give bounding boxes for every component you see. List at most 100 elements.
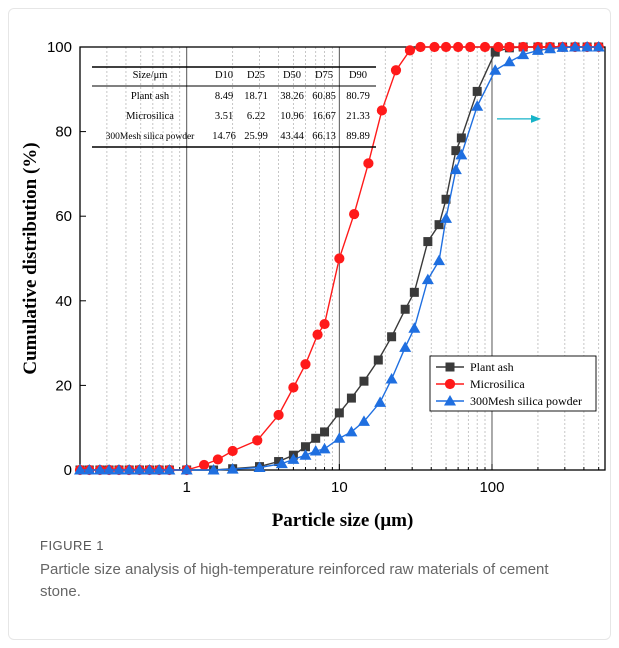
data-point [74,464,86,475]
table-cell: 8.49 [215,91,233,102]
table-cell: 66.13 [312,131,336,142]
legend-item: Microsilica [436,377,525,391]
data-point [374,396,387,407]
table-cell: 38.26 [280,91,304,102]
data-point [518,41,529,53]
data-point [456,133,466,143]
data-point [385,373,398,384]
data-point [503,55,516,67]
legend-label: 300Mesh silica powder [470,394,582,408]
data-point [180,464,193,475]
y-tick-label: 80 [55,124,72,141]
table-cell: 80.79 [346,91,370,102]
table-cell: 6.22 [247,111,265,122]
data-point [334,253,345,264]
figure-card [8,8,611,640]
table-cell: 43.44 [280,131,304,142]
data-point [556,41,569,52]
data-point [319,318,330,330]
data-point [275,457,288,469]
table-cell: 60.85 [312,91,336,102]
table-cell: 16.67 [312,111,336,122]
table-cell: Plant ash [131,91,170,102]
data-point [581,41,594,52]
data-point [434,220,444,230]
chart: 0 20 40 60 80 100 1 10 100 Size/μm D10 D25 D50 D75 D9… [20,39,606,531]
data-point [143,464,156,475]
data-point [226,463,239,474]
data-point [569,41,582,52]
data-point [400,304,410,314]
data-point [544,42,557,54]
table-header-cell: Size/μm [133,70,168,81]
data-point [300,442,310,452]
data-point [449,163,462,175]
table-cell: 21.33 [346,111,370,122]
y-tick-label: 40 [55,293,72,310]
data-point [311,433,321,443]
data-point [472,86,482,96]
legend-item: Plant ash [436,360,514,374]
data-point [163,464,176,475]
data-point [252,435,263,446]
data-point [465,41,476,53]
data-point [493,41,504,53]
data-point [440,41,452,53]
x-tick-label: 10 [331,479,348,496]
data-point [123,464,136,475]
x-tick-label: 100 [479,479,504,496]
data-point [345,425,358,437]
data-point [133,464,146,475]
data-point [479,41,491,53]
data-point [274,457,284,467]
axis-ticks: 0 20 40 60 80 100 1 10 100 [47,39,600,496]
data-point [198,459,210,471]
legend-label: Plant ash [470,360,514,374]
y-tick-label: 0 [64,462,72,479]
data-point [349,208,360,220]
data-point [453,41,464,53]
table-header-cell: D75 [315,70,333,81]
data-point [312,329,323,340]
plot-frame [79,46,606,471]
data-point [309,444,322,456]
figure-label: FIGURE 1 [40,538,104,553]
legend-label: Microsilica [470,377,525,391]
data-point [471,100,484,111]
data-point [333,432,346,443]
data-point [433,254,446,266]
data-point [415,41,426,53]
data-point [441,194,451,204]
data-point [299,449,312,460]
data-point [212,454,223,465]
legend: Plant ash Microsilica 300Mesh silica powde… [429,355,597,412]
data-point [373,355,383,365]
data-point [390,65,402,76]
data-point [429,41,440,53]
data-point [531,44,544,55]
data-point [451,146,461,156]
data-point [399,341,412,352]
data-point [253,461,266,472]
data-point [423,237,433,247]
figure-caption: FIGURE 1 Particle size analysis of high-… [40,538,580,603]
table-header-cell: D90 [349,70,367,81]
y-tick-label: 100 [47,39,72,56]
data-point [153,464,166,475]
table-header-cell: D50 [283,70,301,81]
data-point [357,415,370,426]
table-cell: 18.71 [244,91,268,102]
data-point [359,376,369,386]
data-point [440,212,453,223]
table-cell: 10.96 [280,111,304,122]
series-layer [74,41,605,476]
legend-marker [444,378,456,390]
size-table: Size/μm D10 D25 D50 D75 D90 Plant ash 8.49 18.71… [92,66,376,148]
data-point [287,453,300,464]
x-axis-label: Particle size (μm) [272,510,414,531]
legend-item: 300Mesh silica powder [436,394,582,408]
data-point [387,332,397,342]
table-header-cell: D25 [247,70,265,81]
data-point [455,148,468,160]
data-point [408,322,421,333]
